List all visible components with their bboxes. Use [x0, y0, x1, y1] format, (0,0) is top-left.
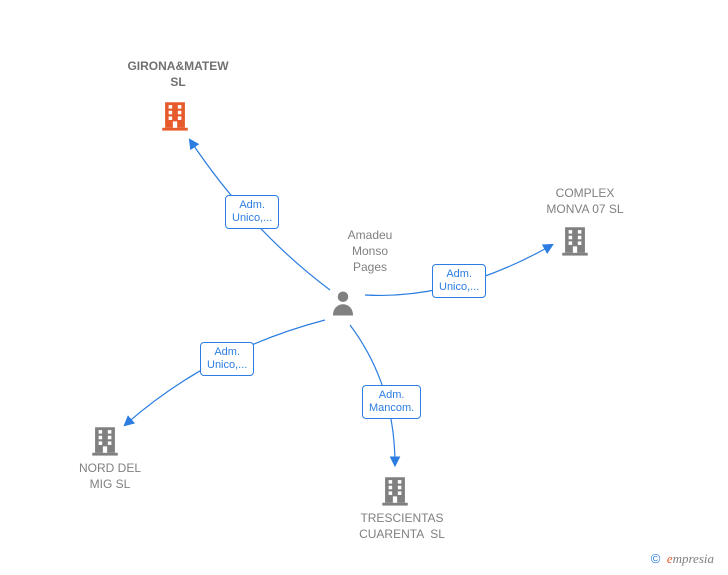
building-icon-trescientas	[378, 473, 412, 512]
watermark-rest: mpresia	[673, 551, 714, 566]
person-icon	[328, 288, 358, 323]
building-icon-girona	[158, 98, 192, 137]
edge-label-trescientas: Adm. Mancom.	[362, 385, 421, 419]
node-label-nord: NORD DEL MIG SL	[70, 460, 150, 492]
building-icon-nord	[88, 423, 122, 462]
center-label: Amadeu Monso Pages	[340, 227, 400, 276]
edge-label-complex: Adm. Unico,...	[432, 264, 486, 298]
watermark: © empresia	[651, 551, 714, 567]
building-icon-complex	[558, 223, 592, 262]
node-label-girona: GIRONA&MATEW SL	[113, 58, 243, 90]
copyright-symbol: ©	[651, 551, 661, 566]
edge-label-nord: Adm. Unico,...	[200, 342, 254, 376]
node-label-trescientas: TRESCIENTAS CUARENTA SL	[347, 510, 457, 542]
edge-label-girona: Adm. Unico,...	[225, 195, 279, 229]
node-label-complex: COMPLEX MONVA 07 SL	[530, 185, 640, 217]
